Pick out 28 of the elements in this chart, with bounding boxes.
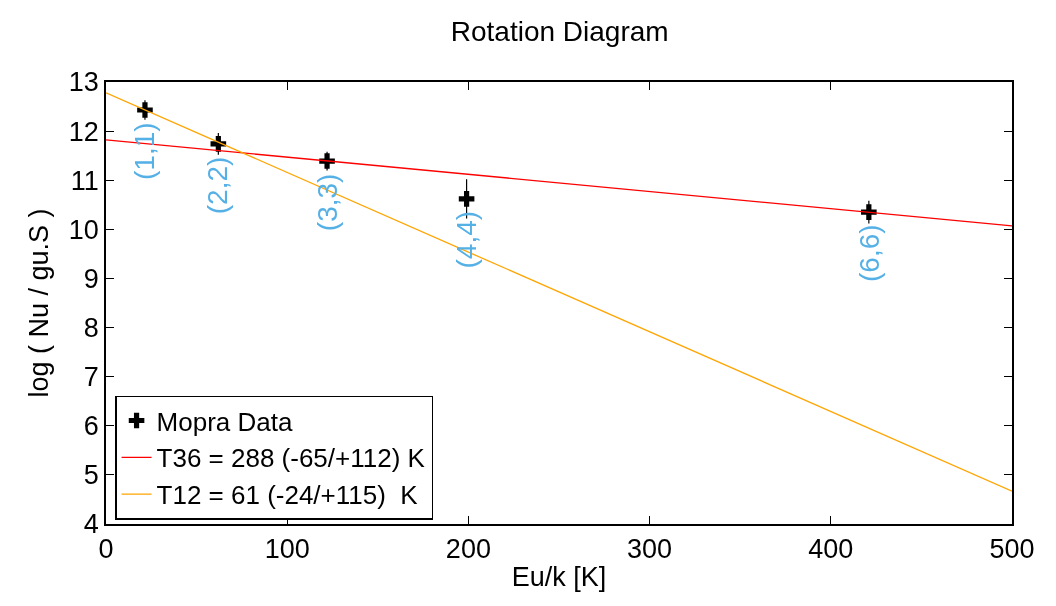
annotation: (4,4): [450, 210, 482, 269]
y-tick-label: 4: [83, 509, 99, 540]
y-tick-label: 6: [83, 411, 99, 442]
x-tick-label: 0: [98, 534, 114, 565]
point: [458, 191, 475, 207]
x-tick-label: 500: [989, 534, 1035, 565]
legend-label: T36 = 288 (-65/+112) K: [156, 443, 426, 474]
legend-label: T12 = 61 (-24/+115) K: [156, 480, 419, 511]
y-axis-title: log ( Nu / gu.S ): [24, 208, 55, 398]
y-tick-label: 7: [83, 362, 99, 393]
x-tick-label: 200: [445, 534, 491, 565]
y-tick-label: 8: [83, 313, 99, 344]
y-tick-label: 13: [68, 67, 99, 98]
annotation: (2,2): [202, 156, 234, 215]
x-tick-label: 100: [264, 534, 310, 565]
annotation: (1,1): [128, 122, 160, 180]
x-tick-label: 400: [808, 534, 854, 565]
y-tick-label: 10: [68, 214, 99, 245]
y-tick-label: 12: [68, 116, 99, 147]
annotation: (3,3): [311, 173, 343, 232]
annotation: (6,6): [853, 224, 885, 282]
y-tick-label: 11: [70, 165, 99, 196]
chart-title: Rotation Diagram: [450, 15, 669, 47]
x-axis-title: Eu/k [K]: [511, 562, 607, 593]
legend-label: Mopra Data: [156, 406, 293, 437]
x-tick-label: 300: [627, 534, 673, 565]
y-tick-label: 9: [83, 263, 99, 294]
y-tick-label: 5: [83, 460, 99, 491]
